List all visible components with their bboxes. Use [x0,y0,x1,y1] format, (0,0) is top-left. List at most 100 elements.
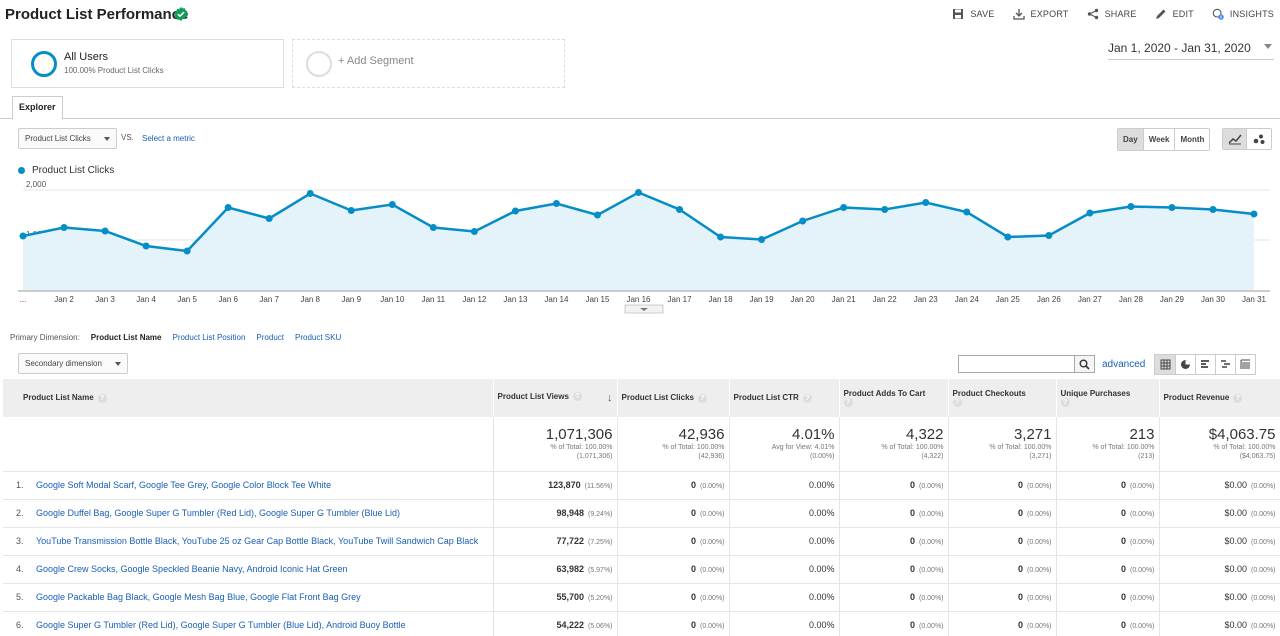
data-point[interactable] [470,228,478,235]
help-icon[interactable]: ? [952,398,962,408]
insights-button[interactable]: 6 INSIGHTS [1212,8,1274,20]
help-icon[interactable]: ? [802,393,812,403]
comparison-view-button[interactable] [1215,355,1235,374]
data-point[interactable] [799,217,807,225]
metric-select[interactable]: Product List Clicks [18,128,117,149]
search-button[interactable] [1075,355,1095,373]
chevron-down-icon [104,137,110,141]
segment-all-users[interactable]: All Users 100.00% Product List Clicks [11,39,284,88]
select-metric-link[interactable]: Select a metric [142,134,195,143]
total-percent: % of Total: 100.00% [550,444,613,451]
percentage-view-button[interactable] [1175,355,1195,374]
add-segment-label: + Add Segment [338,55,414,67]
advanced-filter-link[interactable]: advanced [1102,359,1146,370]
product-list-name-link[interactable]: Google Crew Socks, Google Speckled Beani… [36,564,348,574]
data-point[interactable] [60,224,68,231]
motion-chart-icon [1253,134,1265,144]
product-list-name-link[interactable]: Google Soft Modal Scarf, Google Tee Grey… [36,480,332,490]
data-point[interactable] [552,200,560,207]
primary-dimension-active[interactable]: Product List Name [90,333,162,342]
help-icon[interactable]: ? [1060,398,1070,408]
data-point[interactable] [101,227,109,235]
data-point[interactable] [881,206,889,213]
data-point[interactable] [758,236,766,243]
metric-select-label: Product List Clicks [25,134,91,143]
product-list-name-cell: 4. Google Crew Socks, Google Speckled Bea… [3,555,494,584]
line-chart-button[interactable] [1223,129,1247,149]
data-point[interactable] [142,242,150,250]
data-point[interactable] [19,232,27,240]
product-list-name-link[interactable]: YouTube Transmission Bottle Black, YouTu… [36,536,479,546]
export-label: EXPORT [1030,9,1069,19]
data-point[interactable] [922,199,930,206]
primary-dimension-option-product[interactable]: Product [256,333,284,342]
data-point[interactable] [388,201,396,208]
data-point[interactable] [511,207,519,215]
column-header-product-list-name[interactable]: Product List Name? [3,379,494,417]
primary-dimension-option-sku[interactable]: Product SKU [295,333,342,342]
export-button[interactable]: EXPORT [1012,8,1069,20]
x-tick-label: Jan 14 [544,295,569,304]
column-header-product-adds-to-cart[interactable]: Product Adds To Cart? [839,379,949,417]
data-point[interactable] [183,247,191,255]
data-point[interactable] [717,233,725,241]
product-list-name-link[interactable]: Google Duffel Bag, Google Super G Tumble… [36,508,401,518]
column-header-unique-purchases[interactable]: Unique Purchases? [1056,379,1160,417]
pivot-view-button[interactable] [1235,355,1255,374]
zero-metric-cell: 0 (0.00%) [839,499,949,528]
data-point[interactable] [635,189,642,196]
data-point[interactable] [1127,203,1135,210]
help-icon[interactable]: ? [572,392,582,402]
zero-metric-cell: 0 (0.00%) [1056,583,1160,612]
data-point[interactable] [593,211,601,219]
data-point[interactable] [429,224,437,231]
column-header-product-list-clicks[interactable]: Product List Clicks? [617,379,730,417]
data-point[interactable] [1086,209,1094,217]
data-point[interactable] [347,207,355,214]
total-percent: % of Total: 100.00% [662,444,725,451]
data-point[interactable] [840,204,848,211]
edit-button[interactable]: EDIT [1155,8,1194,20]
column-header-product-revenue[interactable]: Product Revenue? [1159,379,1280,417]
views-percent: (9.24%) [587,511,613,518]
totals-row: 1,071,306% of Total: 100.00% (1,071,306) 4… [3,417,1280,472]
secondary-dimension-select[interactable]: Secondary dimension [18,353,128,374]
data-point[interactable] [676,206,684,213]
help-icon[interactable]: ? [843,398,853,408]
motion-chart-button[interactable] [1247,129,1271,149]
data-point[interactable] [1045,232,1053,239]
data-point[interactable] [224,204,232,211]
zero-metric-cell: 0 (0.00%) [948,527,1057,556]
tab-explorer[interactable]: Explorer [12,96,63,120]
table-search-input[interactable] [958,355,1075,373]
help-icon[interactable]: ? [697,393,707,403]
save-label: SAVE [970,9,995,19]
column-header-product-list-ctr[interactable]: Product List CTR? [729,379,840,417]
help-icon[interactable]: ? [97,393,107,403]
add-segment-button[interactable]: + Add Segment [292,39,565,88]
metric-percent: (0.00%) [918,511,944,518]
data-point[interactable] [963,208,971,216]
views-percent: (5.20%) [587,595,613,602]
date-range-picker[interactable]: Jan 1, 2020 - Jan 31, 2020 [1108,41,1274,60]
data-point[interactable] [306,190,314,197]
data-point[interactable] [1209,206,1217,213]
data-view-button[interactable] [1155,355,1175,374]
data-point[interactable] [1004,233,1012,241]
performance-view-button[interactable] [1195,355,1215,374]
product-list-name-link[interactable]: Google Super G Tumbler (Red Lid), Google… [36,620,406,630]
column-header-product-checkouts[interactable]: Product Checkouts? [948,379,1057,417]
share-button[interactable]: SHARE [1087,8,1137,20]
sort-down-icon[interactable]: ↓ [607,392,613,404]
day-button[interactable]: Day [1118,129,1143,150]
data-point[interactable] [1168,204,1176,211]
month-button[interactable]: Month [1174,129,1210,150]
week-button[interactable]: Week [1142,129,1175,150]
column-header-product-list-views[interactable]: Product List Views? ↓ [493,379,618,417]
data-point[interactable] [265,215,273,222]
primary-dimension-option-list-position[interactable]: Product List Position [172,333,246,342]
data-point[interactable] [1250,210,1258,218]
product-list-name-link[interactable]: Google Packable Bag Black, Google Mesh B… [36,592,361,602]
help-icon[interactable]: ? [1233,393,1243,403]
save-button[interactable]: SAVE [952,8,994,20]
